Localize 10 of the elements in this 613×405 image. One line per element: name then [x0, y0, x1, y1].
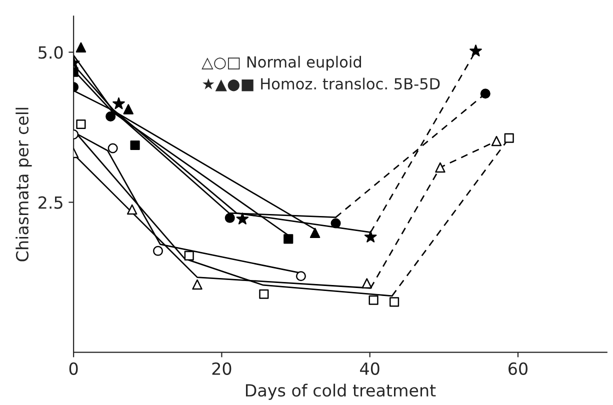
- x-tick-label: 40: [360, 362, 380, 375]
- x-axis-title: Days of cold treatment: [246, 384, 436, 400]
- x-tick-label: 0: [69, 362, 78, 375]
- y-axis-title: Chiasmata per cell: [16, 108, 32, 262]
- y-tick-label: 2.5: [38, 196, 62, 209]
- annotation: △○□ Normal euploid: [202, 56, 361, 71]
- annotation: ★▲●■ Homoz. transloc. 5B-5D: [202, 78, 440, 92]
- y-tick-label: 5.0: [38, 46, 63, 59]
- x-tick-label: 20: [212, 362, 232, 375]
- x-tick-label: 60: [508, 362, 528, 375]
